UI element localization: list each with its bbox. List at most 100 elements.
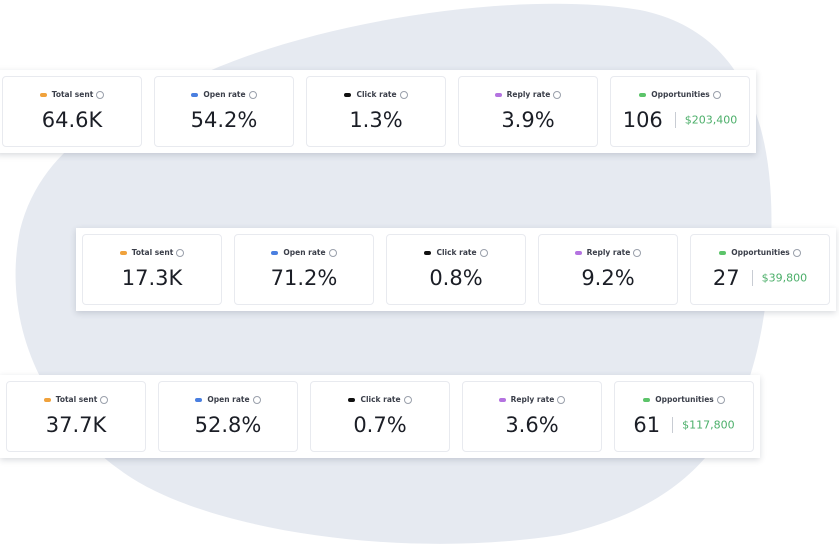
color-dot: [39, 93, 47, 97]
stat-label: Opportunities: [655, 395, 714, 404]
info-icon: [479, 249, 488, 257]
stat-value: 3.6%: [505, 413, 559, 437]
color-dot: [643, 398, 651, 402]
stat-card: Click rate 1.3%: [306, 76, 446, 147]
stat-label-line: Open rate: [235, 248, 373, 257]
stat-card: Reply rate 9.2%: [538, 234, 678, 305]
info-icon: [100, 396, 109, 404]
stat-value: 106: [622, 108, 663, 132]
stat-label: Total sent: [55, 395, 98, 404]
separator: [751, 270, 753, 286]
color-dot: [574, 251, 582, 255]
stat-value-line: 17.3K: [83, 265, 221, 290]
stat-value-line: 27 $39,800: [691, 265, 829, 290]
stat-value: 1.3%: [349, 108, 403, 132]
stat-label: Opportunities: [651, 90, 710, 99]
color-dot: [348, 398, 356, 402]
stat-label-line: Opportunities: [691, 248, 829, 257]
stat-value-line: 64.6K: [3, 107, 141, 132]
info-icon: [176, 249, 185, 257]
info-icon: [716, 396, 725, 404]
stats-row: Total sent 64.6K Open rate 54.2% Click rate 1…: [0, 70, 756, 153]
stat-label: Open rate: [207, 395, 250, 404]
stat-label: Open rate: [283, 248, 326, 257]
stat-label: Total sent: [131, 248, 174, 257]
stat-card: Open rate 52.8%: [158, 381, 298, 452]
stat-value-line: 71.2%: [235, 265, 373, 290]
color-dot: [719, 251, 727, 255]
info-icon: [399, 91, 408, 99]
stat-label-line: Open rate: [159, 395, 297, 404]
stat-label: Reply rate: [586, 248, 631, 257]
stat-label-line: Total sent: [7, 395, 145, 404]
stat-label-line: Click rate: [387, 248, 525, 257]
color-dot: [191, 93, 199, 97]
stat-value: 54.2%: [190, 108, 258, 132]
stat-value: 9.2%: [581, 266, 635, 290]
stat-card: Click rate 0.8%: [386, 234, 526, 305]
color-dot: [494, 93, 502, 97]
stat-card: Opportunities 106 $203,400: [610, 76, 750, 147]
info-icon: [553, 91, 562, 99]
color-dot: [43, 398, 51, 402]
stat-value: 17.3K: [121, 266, 183, 290]
stats-row: Total sent 37.7K Open rate 52.8% Click rate 0…: [0, 375, 760, 458]
stat-label: Click rate: [360, 395, 401, 404]
stat-card: Opportunities 27 $39,800: [690, 234, 830, 305]
color-dot: [271, 251, 279, 255]
stat-label-line: Click rate: [311, 395, 449, 404]
stat-value: 64.6K: [41, 108, 103, 132]
color-dot: [498, 398, 506, 402]
stat-card: Total sent 37.7K: [6, 381, 146, 452]
stat-value-line: 37.7K: [7, 412, 145, 437]
stat-label-line: Total sent: [83, 248, 221, 257]
stat-value-line: 54.2%: [155, 107, 293, 132]
stat-value-line: 3.6%: [463, 412, 601, 437]
color-dot: [195, 398, 203, 402]
info-icon: [557, 396, 566, 404]
stat-label-line: Click rate: [307, 90, 445, 99]
stat-label-line: Reply rate: [463, 395, 601, 404]
stat-value: 61: [633, 413, 661, 437]
color-dot: [119, 251, 127, 255]
info-icon: [248, 91, 257, 99]
stat-value: 0.7%: [353, 413, 407, 437]
stat-label: Reply rate: [510, 395, 555, 404]
info-icon: [96, 91, 105, 99]
info-icon: [252, 396, 261, 404]
stat-label: Reply rate: [506, 90, 551, 99]
stat-label-line: Reply rate: [539, 248, 677, 257]
stat-card: Opportunities 61 $117,800: [614, 381, 754, 452]
stat-value: 0.8%: [429, 266, 483, 290]
stat-label-line: Opportunities: [615, 395, 753, 404]
stat-value-line: 52.8%: [159, 412, 297, 437]
separator: [672, 417, 674, 433]
info-icon: [792, 249, 801, 257]
opportunity-amount: $117,800: [682, 418, 735, 432]
info-icon: [403, 396, 412, 404]
stat-label: Opportunities: [731, 248, 790, 257]
stat-value-line: 3.9%: [459, 107, 597, 132]
stat-value-line: 61 $117,800: [615, 412, 753, 437]
info-icon: [712, 91, 721, 99]
stat-value: 71.2%: [270, 266, 338, 290]
info-icon: [328, 249, 337, 257]
stat-card: Reply rate 3.6%: [462, 381, 602, 452]
stat-card: Total sent 64.6K: [2, 76, 142, 147]
stat-label: Total sent: [51, 90, 94, 99]
stat-value-line: 0.7%: [311, 412, 449, 437]
stat-label-line: Opportunities: [611, 90, 749, 99]
stat-label-line: Total sent: [3, 90, 141, 99]
stat-card: Reply rate 3.9%: [458, 76, 598, 147]
stat-value: 37.7K: [45, 413, 107, 437]
color-dot: [344, 93, 352, 97]
separator: [674, 112, 676, 128]
stat-label: Open rate: [203, 90, 246, 99]
stat-value-line: 9.2%: [539, 265, 677, 290]
stat-value: 27: [712, 266, 740, 290]
stat-label-line: Reply rate: [459, 90, 597, 99]
color-dot: [639, 93, 647, 97]
stat-value-line: 0.8%: [387, 265, 525, 290]
stat-value: 3.9%: [501, 108, 555, 132]
color-dot: [424, 251, 432, 255]
